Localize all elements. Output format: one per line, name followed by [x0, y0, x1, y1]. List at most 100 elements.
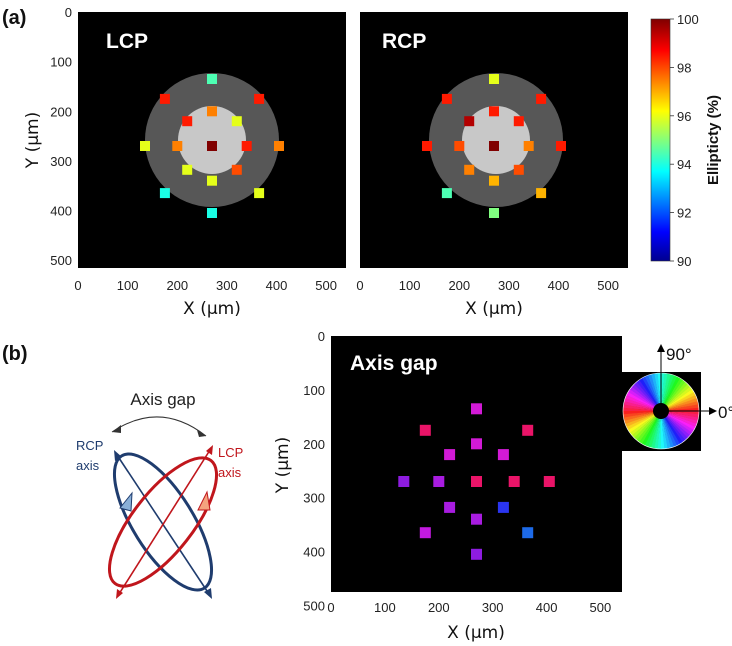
rcp-point-6 [513, 116, 524, 127]
panel-b-label: (b) [2, 343, 28, 365]
lcp-y-tick-500: 500 [50, 253, 72, 268]
lcp-x-axis-label: X (μm) [183, 299, 241, 319]
rcp-rotation-arrow [119, 491, 133, 512]
axis-gap-x-tick-300: 300 [482, 600, 504, 615]
orientation-color-wheel: 90° 0° [622, 344, 732, 451]
color-wheel-sector-11 [661, 377, 683, 411]
color-wheel-sector-40 [625, 411, 661, 428]
axis-gap-y-tick-300: 300 [303, 491, 325, 506]
color-wheel-sector-27 [631, 384, 661, 411]
axis-gap-y-tick-100: 100 [303, 383, 325, 398]
lcp-x-tick-400: 400 [266, 278, 288, 293]
lcp-point-2 [159, 93, 170, 104]
rcp-point-0 [489, 141, 499, 151]
lcp-point-16 [207, 208, 217, 218]
lcp-x-tick-0: 0 [74, 278, 81, 293]
colorbar-tick-98: 98 [677, 60, 691, 75]
axis-gap-x-axis-label: X (μm) [447, 623, 505, 643]
color-wheel-sector-57 [661, 411, 675, 448]
color-wheel-sector-65 [661, 411, 695, 433]
axis-gap-x-tick-0: 0 [327, 600, 334, 615]
color-wheel-sector-32 [624, 398, 661, 411]
axis-gap-y-tick-500: 500 [303, 598, 325, 613]
color-wheel-sector-71 [661, 410, 700, 415]
lcp-point-3 [254, 93, 265, 104]
color-wheel-sector-28 [629, 386, 661, 411]
lcp-point-8 [172, 141, 183, 151]
rcp-point-15 [536, 188, 547, 199]
rcp-point-4 [489, 106, 499, 117]
axis-gap-point-10 [543, 476, 555, 487]
color-wheel-sector-24 [638, 378, 661, 411]
lcp-point-15 [254, 188, 265, 199]
color-wheel-sector-67 [661, 411, 697, 428]
rcp-x-tick-400: 400 [548, 278, 570, 293]
color-wheel-sector-4 [661, 394, 697, 411]
lcp-point-12 [231, 164, 242, 175]
lcp-axis-arrow-bottom [116, 589, 123, 599]
color-wheel-sector-43 [629, 411, 661, 436]
color-wheel-sector-8 [661, 383, 691, 411]
color-wheel-sector-26 [633, 381, 661, 411]
lcp-point-14 [159, 188, 170, 199]
color-wheel-sector-60 [661, 411, 684, 444]
color-wheel-sector-7 [661, 386, 693, 411]
axis-gap-point-6 [398, 476, 410, 487]
lcp-x-tick-200: 200 [166, 278, 188, 293]
color-wheel-sector-50 [648, 411, 661, 448]
rcp-point-7 [422, 141, 432, 151]
color-wheel-sector-22 [644, 375, 661, 411]
rcp-inner-disk [462, 106, 530, 174]
color-wheel-sector-62 [661, 411, 689, 441]
color-wheel-sector-3 [661, 397, 698, 411]
axis-gap-point-4 [444, 449, 456, 461]
colorbar-tick-92: 92 [677, 206, 691, 221]
color-wheel-sector-46 [636, 411, 661, 443]
rcp-ellipse [112, 452, 214, 592]
color-wheel-sector-15 [661, 373, 671, 411]
color-wheel-sectors [622, 372, 700, 450]
color-wheel-sector-68 [661, 411, 698, 424]
axis-gap-y-tick-400: 400 [303, 545, 325, 560]
color-wheel-sector-25 [636, 379, 661, 411]
color-wheel-sector-17 [660, 372, 665, 411]
axis-gap-map: Axis gap 0 100 200 300 400 500 0 100 200 300 400 5… [273, 329, 622, 643]
rcp-axis-arrow-top [114, 450, 122, 461]
color-wheel-sector-53 [657, 411, 662, 450]
axis-gap-point-13 [471, 513, 482, 525]
axis-gap-point-8 [471, 476, 482, 487]
color-wheel-sector-63 [661, 411, 691, 438]
lcp-y-tick-100: 100 [50, 55, 72, 70]
lcp-y-tick-0: 0 [65, 5, 72, 20]
color-wheel-sector-58 [661, 411, 678, 447]
axis-gap-y-tick-0: 0 [318, 329, 325, 344]
rcp-point-8 [454, 141, 465, 151]
color-wheel-sector-31 [625, 394, 661, 411]
axis-gap-point-15 [522, 527, 534, 539]
color-wheel-sector-39 [624, 411, 661, 425]
wheel-axis-90-arrow [657, 344, 665, 352]
color-wheel-sector-48 [642, 411, 661, 446]
color-wheel-sector-69 [661, 411, 699, 421]
axis-gap-y-axis-label: Y (μm) [273, 437, 293, 494]
color-wheel-sector-41 [626, 411, 661, 431]
color-wheel-sector-42 [628, 411, 661, 434]
color-wheel-sector-52 [654, 411, 661, 449]
axis-gap-point-14 [419, 527, 431, 539]
color-wheel-sector-10 [661, 379, 686, 411]
axis-gap-point-11 [444, 501, 456, 513]
color-wheel-sector-14 [661, 374, 674, 411]
lcp-point-10 [274, 141, 284, 151]
axis-gap-y-tick-200: 200 [303, 437, 325, 452]
colorbar-tick-100: 100 [677, 12, 699, 27]
color-wheel-sector-49 [644, 411, 661, 447]
rcp-axis-label-line1: RCP [76, 438, 103, 453]
lcp-point-5 [182, 116, 193, 127]
colorbar-label: Ellipticty (%) [705, 95, 722, 185]
color-wheel-sector-12 [661, 376, 680, 411]
lcp-point-7 [140, 141, 150, 151]
lcp-ellipse [107, 456, 219, 588]
rcp-x-tick-100: 100 [399, 278, 421, 293]
rcp-x-tick-500: 500 [597, 278, 619, 293]
